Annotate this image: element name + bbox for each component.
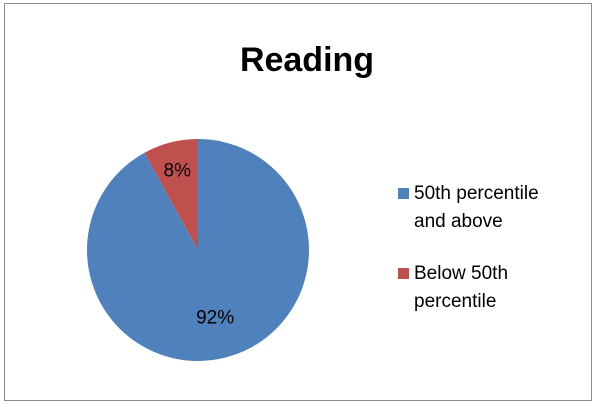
data-label-below-50th: 8% (164, 160, 192, 181)
legend-label-line1: 50th percentile (414, 183, 539, 204)
chart-title: Reading (239, 41, 375, 79)
legend-swatch-below-50th (398, 268, 409, 279)
pie-slice-50th-and-above (87, 139, 310, 361)
legend-swatch-50th-and-above (398, 188, 409, 199)
legend-label-line2: and above (414, 211, 503, 232)
legend-label-line1: Below 50th (414, 263, 509, 284)
pie-slice-below-50th (144, 139, 198, 250)
legend-label-line2: percentile (414, 291, 497, 312)
data-label-50th-and-above: 92% (196, 308, 234, 329)
